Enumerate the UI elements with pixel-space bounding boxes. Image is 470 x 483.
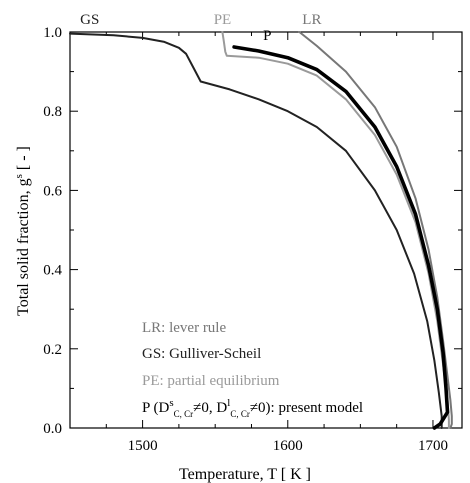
series-line-lr — [298, 31, 453, 429]
y-axis-title: Total solid fraction, gs [ - ] — [13, 146, 32, 316]
legend-item-pe: PE: partial equilibrium — [142, 373, 280, 389]
y-axis-title-main: Total solid fraction, g — [15, 178, 32, 316]
x-tick-label: 1600 — [273, 438, 303, 454]
y-tick-label: 0.8 — [43, 104, 62, 120]
annotation-layer: GS PE LR P — [80, 12, 321, 44]
legend-p-lead: P (D — [142, 400, 170, 416]
y-tick-label: 0.2 — [43, 342, 62, 358]
y-axis-title-sup: s — [13, 174, 25, 178]
y-tick-label: 1.0 — [43, 25, 62, 41]
curve-label-p: P — [263, 28, 271, 44]
curve-label-lr: LR — [302, 12, 321, 28]
legend-p-sup1: s — [169, 397, 173, 409]
curve-label-gs: GS — [80, 12, 99, 28]
legend-p-mid: ≠0, D — [193, 400, 227, 416]
legend-p-sup2: l — [227, 397, 230, 409]
x-tick-label: 1500 — [128, 438, 158, 454]
legend-p-sub2: C, Cr — [230, 409, 250, 419]
series-line-gs — [69, 32, 443, 429]
series-layer — [69, 31, 453, 430]
legend-item-lr: LR: lever rule — [142, 320, 226, 336]
series-line-pe — [221, 31, 450, 429]
y-tick-label: 0.4 — [43, 263, 62, 279]
axis-ticks — [69, 31, 462, 429]
y-tick-label: 0.6 — [43, 183, 62, 199]
y-tick-label: 0.0 — [43, 421, 62, 437]
series-line-p — [232, 45, 450, 430]
x-tick-label: 1700 — [418, 438, 448, 454]
legend-p-sub1: C, Cr — [174, 409, 194, 419]
legend-item-gs: GS: Gulliver-Scheil — [142, 346, 261, 362]
legend: LR: lever rule GS: Gulliver-Scheil PE: par… — [142, 320, 363, 419]
tick-labels: 1500 1600 1700 0.0 0.2 0.4 0.6 0.8 1.0 — [43, 25, 448, 454]
plot-frame — [69, 31, 463, 429]
x-axis-title: Temperature, T [ K ] — [179, 466, 311, 483]
legend-item-p: P (DsC, Cr≠0, DlC, Cr≠0): present model — [142, 397, 363, 419]
y-axis-title-tail: [ - ] — [15, 146, 32, 174]
legend-p-tail: ≠0): present model — [250, 400, 363, 416]
curve-label-pe: PE — [214, 12, 232, 28]
